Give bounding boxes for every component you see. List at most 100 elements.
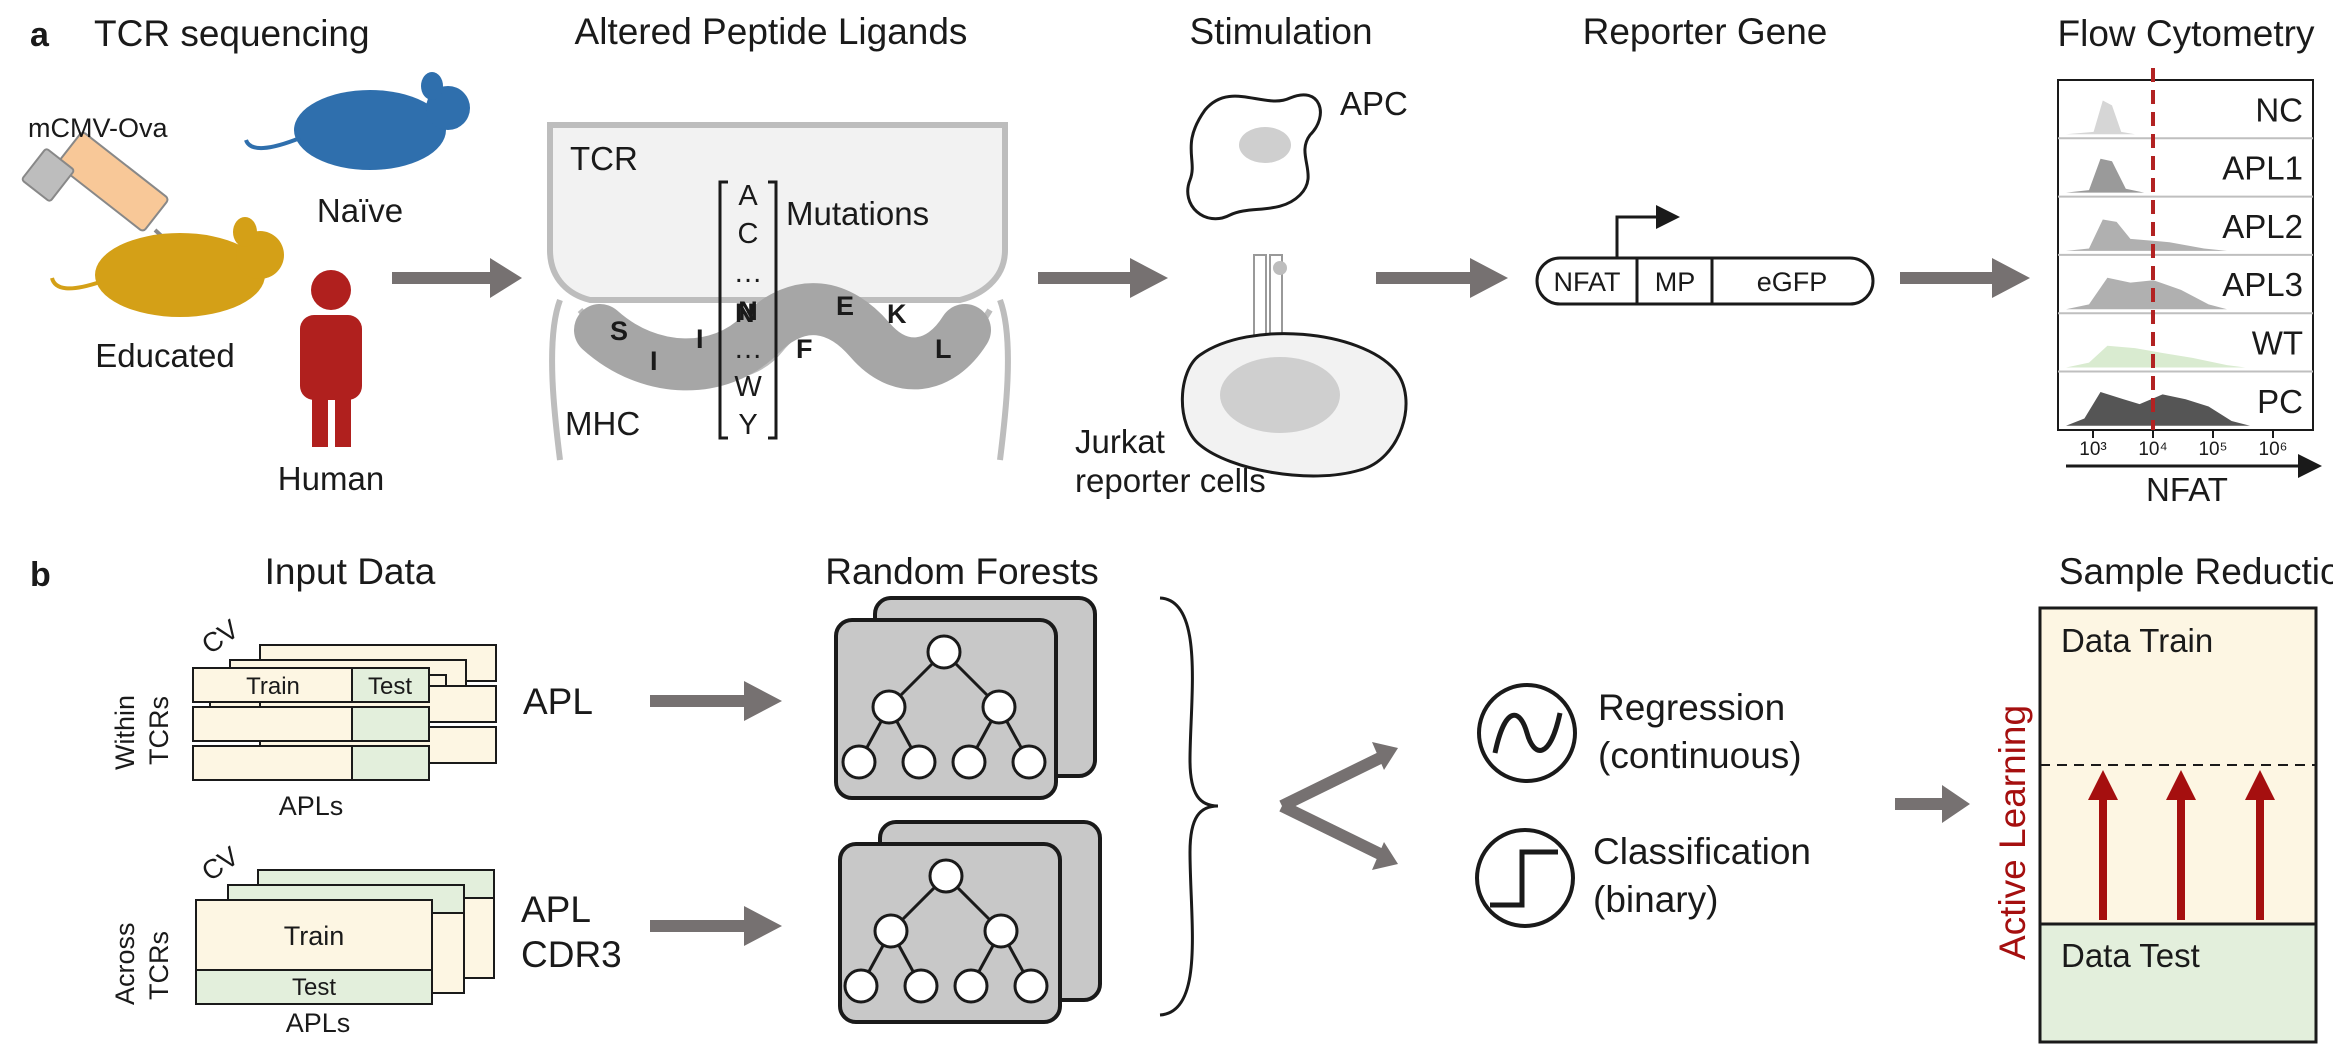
tcr-receptor-icon [1253,254,1287,338]
regression-label: Regression [1598,687,1785,728]
construct-egfp: eGFP [1757,267,1828,297]
jurkat-label-line2: reporter cells [1075,462,1266,499]
tree-node [843,968,879,1004]
active-learning-label: Active Learning [1992,705,2033,960]
arrow-right-icon [1376,258,1508,298]
jurkat-cell-icon [1180,332,1408,478]
title-sample-reduction: Sample Reduction [2059,551,2333,592]
axis-tick-label: 10⁵ [2198,439,2227,460]
apls-label-bottom: APLs [286,1008,351,1038]
mutation-aa: C [738,218,759,250]
mutation-aa: … [734,257,763,289]
tree-node [901,744,937,780]
nfat-axis-label: NFAT [2146,471,2228,508]
across-label-line1: Across [110,922,140,1005]
arrow-right-icon [1895,785,1970,823]
arrowhead-icon [1372,842,1398,870]
apc-label: APC [1340,85,1408,122]
axis-tick-label: 10³ [2079,439,2106,460]
tree-node [841,744,877,780]
mutations-label: Mutations [786,195,929,232]
sample-reduction-box [2038,606,2318,1044]
train-label: Train [284,921,345,951]
within-label-line1: Within [110,695,140,770]
residue-label: L [935,334,952,364]
mutation-aa: N [738,296,758,326]
peptide-chain [574,283,991,391]
construct-mp: MP [1655,267,1696,297]
tree-node [873,913,909,949]
flow-row-label: NC [2255,91,2303,128]
data-train-label: Data Train [2061,622,2213,659]
arrow-right-icon [1038,258,1168,298]
mhc-shape [549,298,1011,461]
tree-node [928,858,964,894]
tree-node [903,968,939,1004]
arrow-right-icon [392,258,522,298]
within-label-line2: TCRs [144,696,174,765]
across-label-line2: TCRs [144,931,174,1000]
classification-sublabel: (binary) [1593,879,1718,920]
apc-cell-icon [1186,93,1322,221]
flow-row-label: APL2 [2222,208,2303,245]
naive-mouse-icon [244,72,470,170]
histogram-wt [2066,345,2246,368]
mutation-column: A C … N … W Y [718,180,778,441]
panel-a-label: a [30,16,50,54]
residue-label: F [796,334,813,364]
apls-label-top: APLs [279,791,344,821]
title-reporter-gene: Reporter Gene [1583,11,1828,52]
data-test-label: Data Test [2061,937,2200,974]
residue-label: N [735,298,755,328]
educated-label: Educated [95,337,234,374]
title-tcr-sequencing: TCR sequencing [94,13,370,54]
human-icon [300,270,362,447]
test-label: Test [292,974,336,1001]
flow-cytometry-plot: NC APL1 APL2 APL3 WT PC 10³ 10⁴ 10⁵ 10⁶ NFAT [2057,68,2322,508]
axis-tick-label: 10⁶ [2259,439,2288,460]
residue-label: E [836,291,854,321]
human-label: Human [278,460,384,497]
across-tcrs-data-stack: Train Test [195,869,495,1005]
histogram-apl3 [2066,277,2227,310]
residue-label: K [887,299,907,329]
promoter-arrow-icon [1615,205,1680,258]
classification-label: Classification [1593,831,1811,872]
arrowhead-icon [1372,742,1398,770]
train-label: Train [246,673,300,700]
arrows-panel-b [650,681,1970,946]
title-stimulation: Stimulation [1189,11,1372,52]
tree-node [1013,968,1049,1004]
arrow-up-icon [2166,770,2196,800]
naive-label: Naïve [317,192,403,229]
classification-icon [1475,828,1575,928]
curly-brace-icon [1159,596,1219,1017]
educated-mouse-icon [50,217,284,317]
flow-row-label: APL1 [2222,150,2303,187]
arrow-right-icon [650,906,782,946]
arrow-right-icon [1900,258,2030,298]
arrow-up-icon [2245,770,2275,800]
tree-node [951,744,987,780]
histogram-apl2 [2066,219,2227,251]
title-random-forests: Random Forests [825,551,1099,592]
cv-label-bottom: CV [196,841,244,887]
histogram-apl1 [2066,158,2145,193]
regression-sublabel: (continuous) [1598,735,1802,776]
panel-b-label: b [30,556,51,594]
arrow-up-icon [2088,770,2118,800]
flow-row-label: WT [2252,325,2303,362]
tree-node [1011,744,1047,780]
split-arrows-icon [1279,752,1383,860]
feature-apl-top: APL [523,681,593,722]
arrow-right-icon [650,681,782,721]
flow-row-label: PC [2257,383,2303,420]
residue-label: I [696,324,704,354]
histogram-nc [2066,100,2135,135]
regression-icon [1477,683,1577,783]
residue-label: I [650,346,658,376]
construct-nfat: NFAT [1554,267,1621,297]
tree-node [953,968,989,1004]
reporter-construct: NFAT MP eGFP [1535,205,1875,306]
